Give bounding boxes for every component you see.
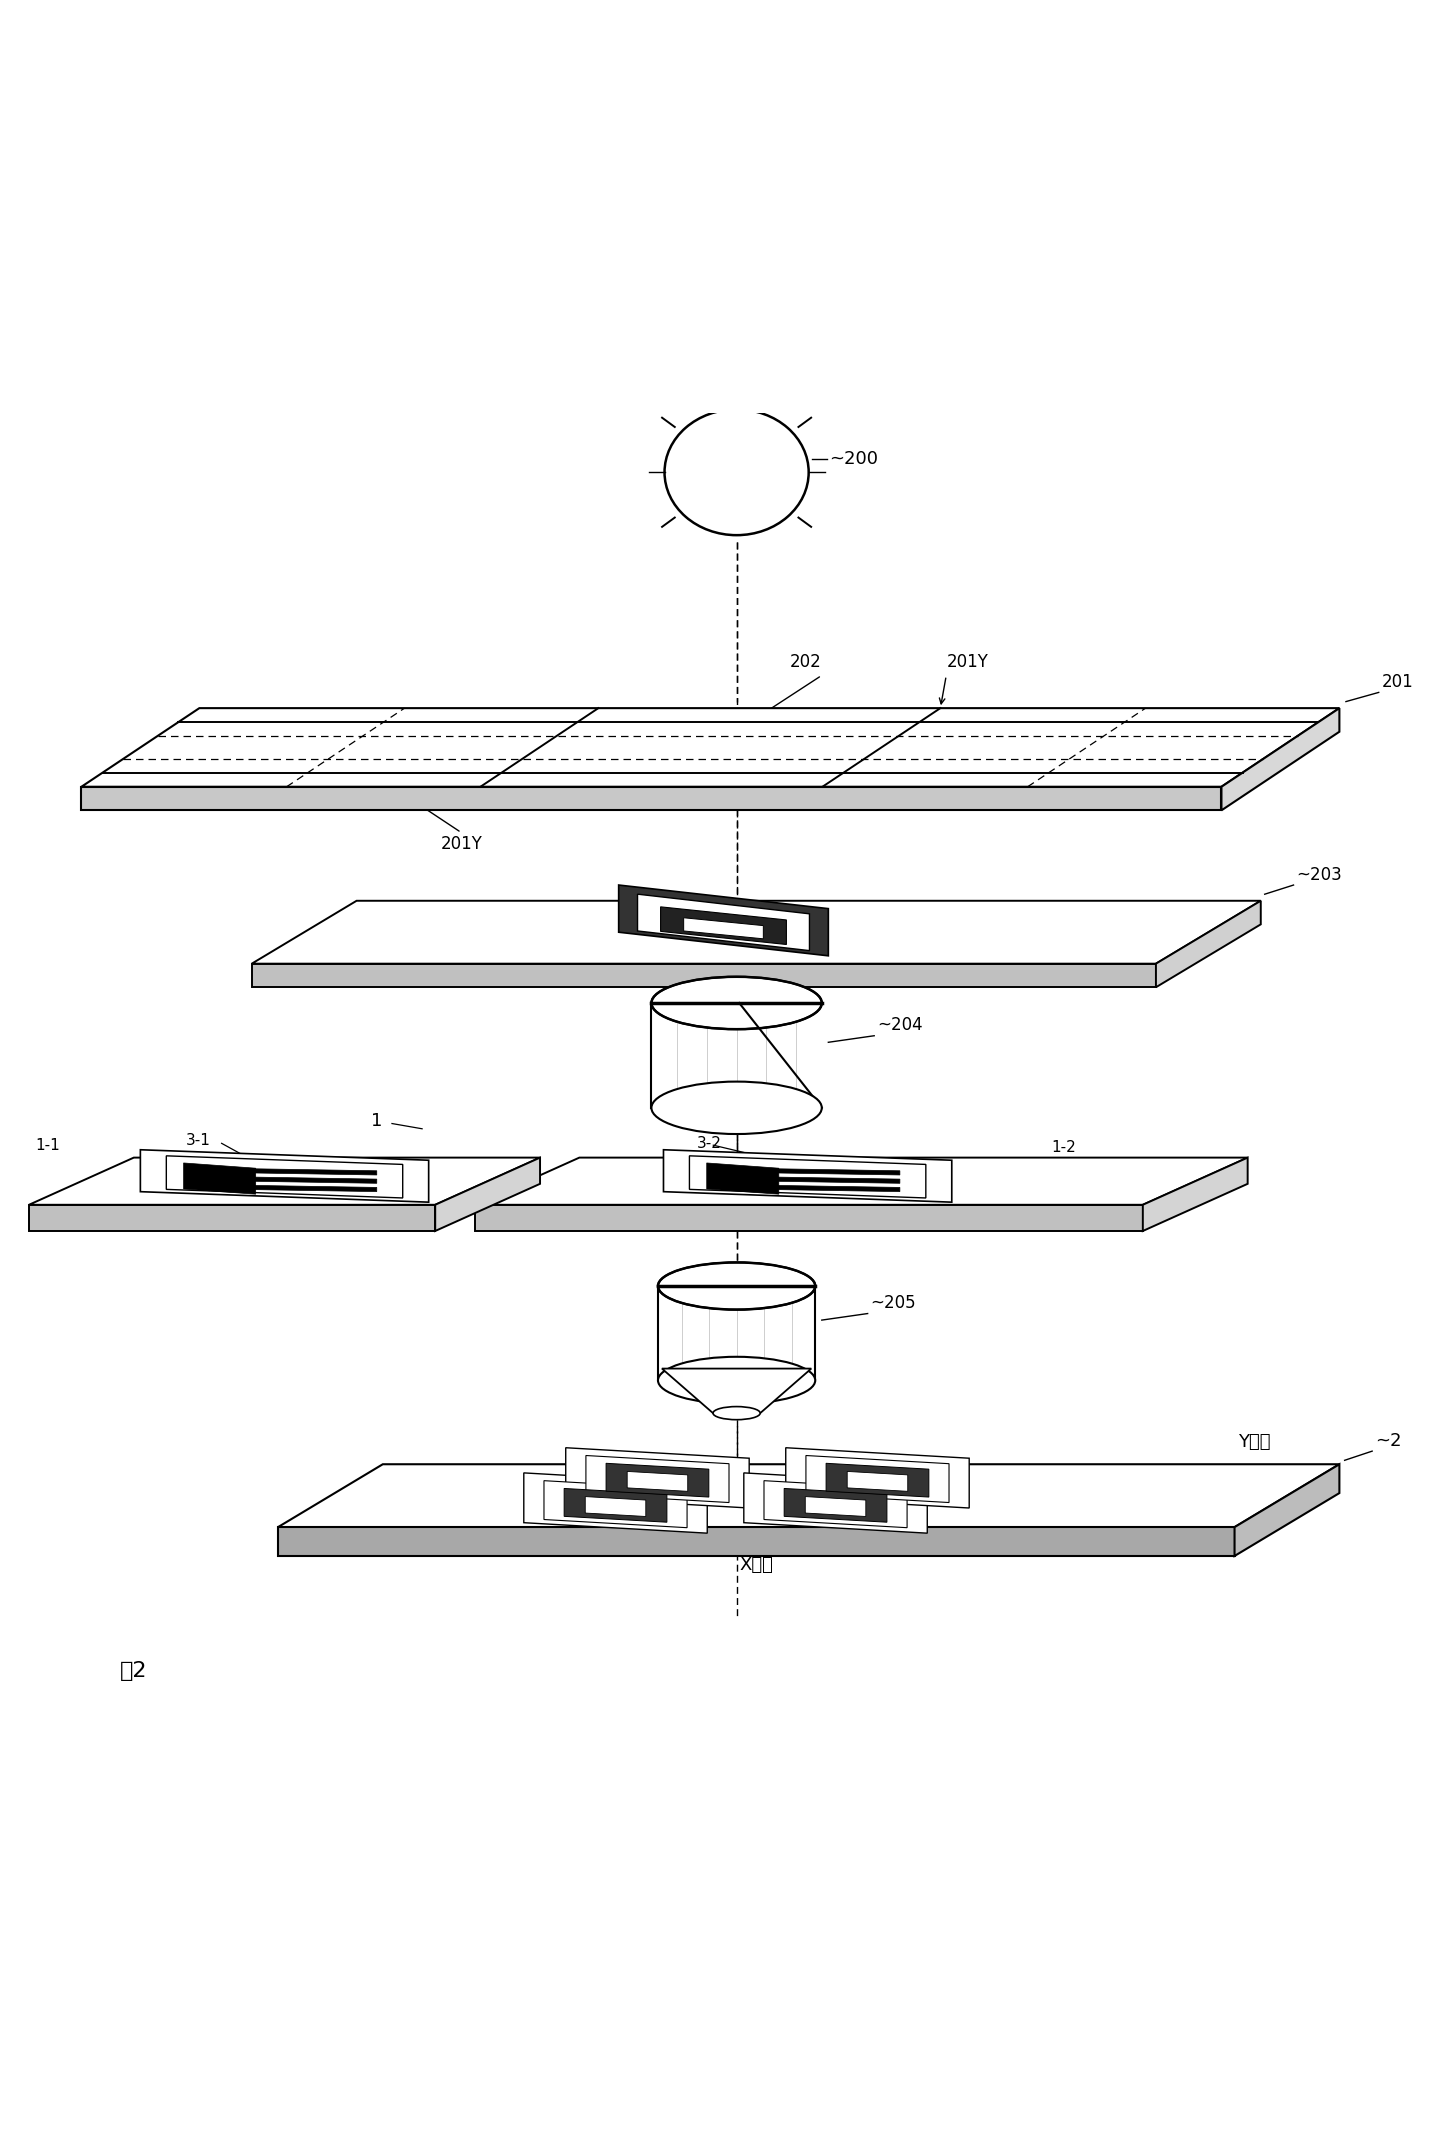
Polygon shape <box>247 1169 376 1175</box>
Bar <box>658 1286 815 1381</box>
Polygon shape <box>706 1163 778 1195</box>
Polygon shape <box>81 707 1340 786</box>
Polygon shape <box>806 1455 949 1502</box>
Polygon shape <box>846 1472 907 1492</box>
Polygon shape <box>771 1186 900 1192</box>
Text: ~204: ~204 <box>877 1017 922 1034</box>
Polygon shape <box>278 1464 1340 1528</box>
Polygon shape <box>247 1186 376 1192</box>
Polygon shape <box>744 1472 928 1532</box>
Ellipse shape <box>658 1357 815 1404</box>
Bar <box>651 1002 822 1107</box>
Polygon shape <box>826 1464 929 1498</box>
Text: 3-1: 3-1 <box>187 1133 211 1148</box>
Polygon shape <box>184 1163 256 1195</box>
Polygon shape <box>29 1158 540 1205</box>
Polygon shape <box>661 906 786 945</box>
Polygon shape <box>619 885 828 955</box>
Polygon shape <box>638 893 809 951</box>
Polygon shape <box>475 1158 1247 1205</box>
Text: ~200: ~200 <box>829 451 878 468</box>
Text: 201: 201 <box>1382 673 1414 690</box>
Polygon shape <box>683 917 764 938</box>
Polygon shape <box>29 1205 436 1231</box>
Text: 201Y: 201Y <box>946 654 988 671</box>
Polygon shape <box>1143 1158 1247 1231</box>
Polygon shape <box>786 1447 969 1509</box>
Polygon shape <box>586 1455 729 1502</box>
Ellipse shape <box>651 977 822 1030</box>
Ellipse shape <box>713 1406 760 1419</box>
Polygon shape <box>585 1496 645 1517</box>
Text: 1: 1 <box>370 1111 382 1130</box>
Polygon shape <box>566 1447 750 1509</box>
Polygon shape <box>1156 902 1260 987</box>
Text: X方向: X方向 <box>739 1556 773 1575</box>
Polygon shape <box>784 1489 887 1522</box>
Polygon shape <box>166 1156 402 1199</box>
Polygon shape <box>661 1368 812 1413</box>
Polygon shape <box>1221 707 1340 810</box>
Text: 201Y: 201Y <box>440 836 482 853</box>
Polygon shape <box>524 1472 708 1532</box>
Text: 201X: 201X <box>1208 769 1252 786</box>
Text: 3-2: 3-2 <box>697 1135 722 1150</box>
Polygon shape <box>771 1169 900 1175</box>
Ellipse shape <box>658 1263 815 1310</box>
Text: 1-2: 1-2 <box>1051 1139 1077 1154</box>
Polygon shape <box>689 1156 926 1199</box>
Polygon shape <box>1234 1464 1340 1556</box>
Polygon shape <box>806 1496 865 1517</box>
Polygon shape <box>475 1205 1143 1231</box>
Polygon shape <box>606 1464 709 1498</box>
Polygon shape <box>278 1528 1234 1556</box>
Polygon shape <box>81 786 1221 810</box>
Text: ~205: ~205 <box>870 1295 916 1312</box>
Polygon shape <box>247 1177 376 1184</box>
Polygon shape <box>664 1150 952 1203</box>
Polygon shape <box>627 1472 687 1492</box>
Polygon shape <box>140 1150 428 1203</box>
Text: ~203: ~203 <box>1297 865 1341 885</box>
Polygon shape <box>436 1158 540 1231</box>
Polygon shape <box>544 1481 687 1528</box>
Ellipse shape <box>651 1081 822 1135</box>
Text: 1-1: 1-1 <box>36 1139 61 1154</box>
Text: 201X: 201X <box>143 744 187 761</box>
Polygon shape <box>771 1177 900 1184</box>
Text: ~2: ~2 <box>1375 1432 1401 1449</box>
Polygon shape <box>252 902 1260 964</box>
Polygon shape <box>764 1481 907 1528</box>
Text: 202: 202 <box>790 654 822 671</box>
Polygon shape <box>564 1489 667 1522</box>
Text: 图2: 图2 <box>120 1660 148 1682</box>
Text: Y方向: Y方向 <box>1237 1434 1270 1451</box>
Polygon shape <box>252 964 1156 987</box>
